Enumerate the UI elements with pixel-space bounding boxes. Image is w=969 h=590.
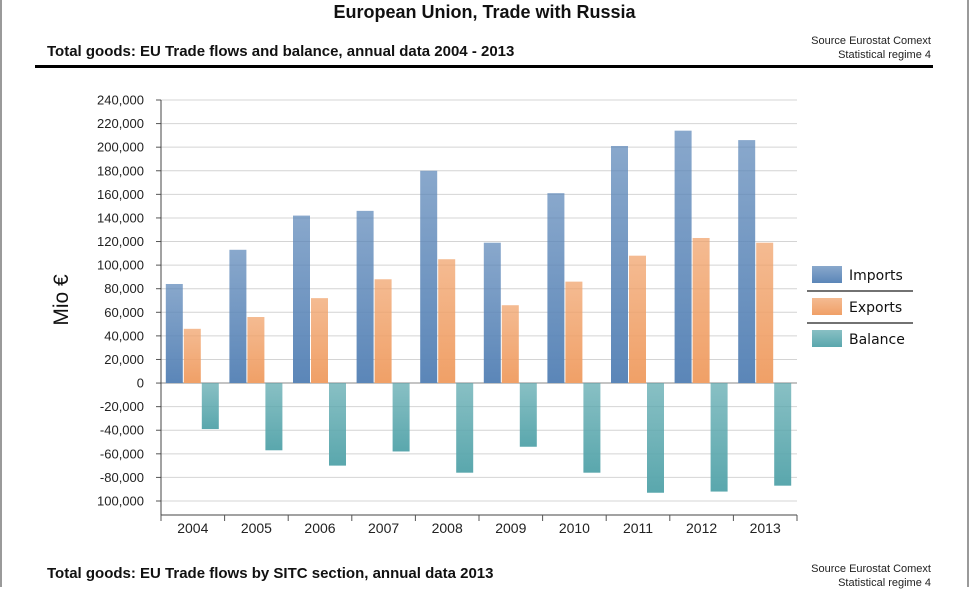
x-tick-label: 2007 <box>368 520 399 536</box>
bar-balance <box>710 383 728 492</box>
x-tick-label: 2005 <box>241 520 272 536</box>
bar-exports <box>756 242 774 384</box>
y-tick-label: 60,000 <box>104 305 144 320</box>
window-left-border <box>0 0 2 587</box>
bar-imports <box>611 145 628 384</box>
bar-exports <box>692 237 710 384</box>
bar-exports <box>247 317 265 384</box>
bar-balance <box>583 383 601 473</box>
bar-balance <box>265 383 283 451</box>
y-tick-label: 160,000 <box>97 187 144 202</box>
bar-imports <box>356 210 374 384</box>
bar-imports <box>738 140 756 384</box>
section-title-sitc: Total goods: EU Trade flows by SITC sect… <box>47 565 494 582</box>
bar-imports <box>547 193 565 384</box>
section-title-trade-flows: Total goods: EU Trade flows and balance,… <box>47 43 515 60</box>
legend-label-imports: Imports <box>849 268 903 284</box>
regime-line: Statistical regime 4 <box>838 49 931 61</box>
y-tick-label: 100,000 <box>97 494 144 509</box>
y-tick-label: -40,000 <box>100 423 144 438</box>
regime-line: Statistical regime 4 <box>838 577 931 589</box>
y-tick-label: 20,000 <box>104 352 144 367</box>
x-tick-label: 2013 <box>750 520 781 536</box>
legend-swatch-balance <box>812 330 842 347</box>
x-tick-label: 2009 <box>495 520 526 536</box>
bar-imports <box>674 130 692 384</box>
y-tick-label: -20,000 <box>100 399 144 414</box>
y-tick-label: 40,000 <box>104 328 144 343</box>
bar-imports <box>293 215 310 384</box>
bar-balance <box>392 383 410 452</box>
y-tick-label: 120,000 <box>97 234 144 249</box>
bar-balance <box>201 383 219 430</box>
y-tick-label: 180,000 <box>97 163 144 178</box>
x-tick-label: 2006 <box>304 520 335 536</box>
x-tick-label: 2004 <box>177 520 208 536</box>
legend-swatch-exports <box>812 298 842 315</box>
y-tick-label: 200,000 <box>97 140 144 155</box>
bar-imports <box>165 283 183 384</box>
report-title: European Union, Trade with Russia <box>333 2 636 22</box>
bar-exports <box>438 259 456 384</box>
bar-balance <box>519 383 537 447</box>
legend-label-balance: Balance <box>849 332 905 348</box>
x-tick-label: 2008 <box>432 520 463 536</box>
y-tick-label: 240,000 <box>97 93 144 108</box>
y-tick-label: -60,000 <box>100 446 144 461</box>
bar-exports <box>183 328 201 384</box>
bar-balance <box>329 383 346 466</box>
y-axis-label: Mio € <box>50 274 73 326</box>
y-tick-label: 0 <box>137 376 144 391</box>
bar-imports <box>483 242 501 384</box>
y-tick-label: 100,000 <box>97 258 144 273</box>
legend-swatch-imports <box>812 266 842 283</box>
x-tick-label: 2012 <box>686 520 717 536</box>
source-note-bottom: Source Eurostat Comext Statistical regim… <box>811 562 931 590</box>
y-tick-label: 220,000 <box>97 116 144 131</box>
y-tick-label: 80,000 <box>104 281 144 296</box>
bar-imports <box>420 170 438 384</box>
bar-exports <box>501 305 519 384</box>
x-tick-label: 2011 <box>623 520 653 536</box>
source-line: Source Eurostat Comext <box>811 563 931 575</box>
x-tick-label: 2010 <box>559 520 590 536</box>
bar-exports <box>565 281 583 384</box>
bar-balance <box>647 383 664 493</box>
window-right-border <box>967 0 969 587</box>
source-line: Source Eurostat Comext <box>811 35 931 47</box>
bar-exports <box>629 255 646 384</box>
legend-label-exports: Exports <box>849 300 902 316</box>
y-tick-label: -80,000 <box>100 470 144 485</box>
bar-imports <box>229 249 247 384</box>
bar-exports <box>311 298 328 384</box>
y-tick-label: 140,000 <box>97 210 144 225</box>
bar-exports <box>374 279 392 384</box>
section-divider <box>35 65 933 68</box>
source-note-top: Source Eurostat Comext Statistical regim… <box>811 34 931 62</box>
bar-balance <box>774 383 792 486</box>
bar-balance <box>456 383 474 473</box>
